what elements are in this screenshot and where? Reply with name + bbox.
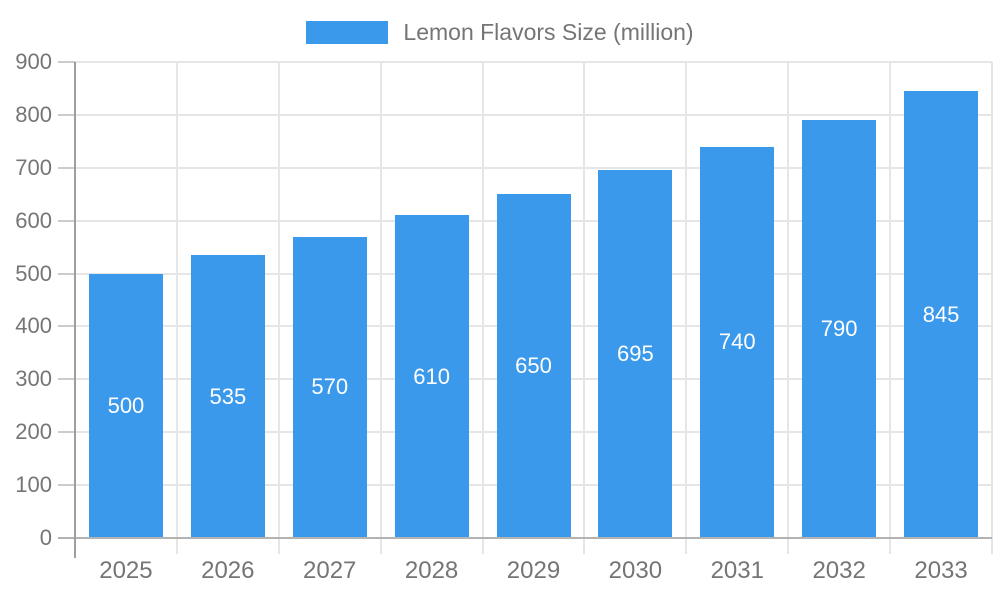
y-axis-tick [58, 61, 75, 63]
bar [496, 194, 571, 538]
y-axis-line [74, 62, 76, 558]
gridline-vertical [685, 62, 688, 554]
x-axis-tick-label: 2026 [201, 557, 255, 584]
y-axis-tick-label: 500 [15, 260, 52, 286]
x-axis-tick-label: 2027 [303, 557, 357, 584]
gridline-vertical [787, 62, 790, 554]
bar-value-label: 610 [413, 363, 450, 389]
gridline-vertical [175, 62, 178, 554]
y-axis-tick-label: 400 [15, 313, 52, 339]
bar-value-label: 695 [617, 341, 654, 367]
gridline-vertical [991, 62, 993, 554]
bar-value-label: 570 [311, 374, 349, 400]
bar [88, 273, 163, 538]
bar [394, 215, 469, 538]
bar-value-label: 790 [820, 316, 858, 342]
y-axis-tick [58, 113, 75, 116]
y-axis-tick [58, 219, 75, 222]
x-axis-tick-label: 2025 [99, 557, 153, 584]
y-axis-tick [58, 166, 75, 169]
legend-label: Lemon Flavors Size (million) [403, 18, 694, 45]
x-axis-tick-label: 2033 [914, 557, 968, 584]
x-axis-tick-label: 2032 [812, 557, 866, 584]
x-axis-tick-label: 2029 [506, 557, 561, 584]
gridline-vertical [481, 62, 484, 554]
y-axis-tick-label: 100 [15, 472, 52, 498]
y-axis-tick [58, 431, 75, 434]
bar-value-label: 535 [209, 383, 247, 409]
y-axis-tick-label: 700 [15, 154, 52, 180]
gridline-vertical [277, 62, 280, 554]
bar [700, 146, 775, 538]
y-axis-tick [58, 272, 75, 275]
gridline-vertical [583, 62, 586, 554]
gridline-horizontal [75, 166, 992, 169]
y-axis-tick [58, 484, 75, 487]
bar [598, 170, 673, 538]
gridline-vertical [889, 62, 892, 554]
gridline-horizontal [75, 61, 992, 63]
bar-value-label: 845 [922, 301, 960, 327]
y-axis-tick-label: 600 [15, 207, 52, 233]
x-axis-tick-label: 2030 [608, 557, 663, 584]
y-axis-tick-label: 800 [15, 101, 52, 127]
bar [190, 255, 265, 538]
gridline-horizontal [75, 113, 992, 116]
bar-value-label: 650 [515, 353, 552, 379]
y-axis-tick-label: 900 [15, 49, 52, 74]
y-axis-tick-label: 0 [39, 525, 52, 550]
x-axis-tick-label: 2031 [710, 557, 764, 584]
y-axis-tick [58, 378, 75, 381]
x-axis-tick-label: 2028 [404, 557, 459, 584]
y-axis-tick-label: 300 [15, 366, 52, 392]
legend: Lemon Flavors Size (million) [0, 18, 1000, 46]
gridline-vertical [379, 62, 382, 554]
bar [904, 91, 979, 538]
bar-value-label: 740 [718, 329, 756, 355]
bar [292, 236, 367, 538]
bar [802, 120, 877, 538]
legend-swatch [306, 20, 389, 44]
bar-value-label: 500 [107, 392, 145, 418]
y-axis-tick [58, 325, 75, 328]
y-axis-tick-label: 200 [15, 419, 52, 445]
x-axis-line [58, 537, 992, 539]
